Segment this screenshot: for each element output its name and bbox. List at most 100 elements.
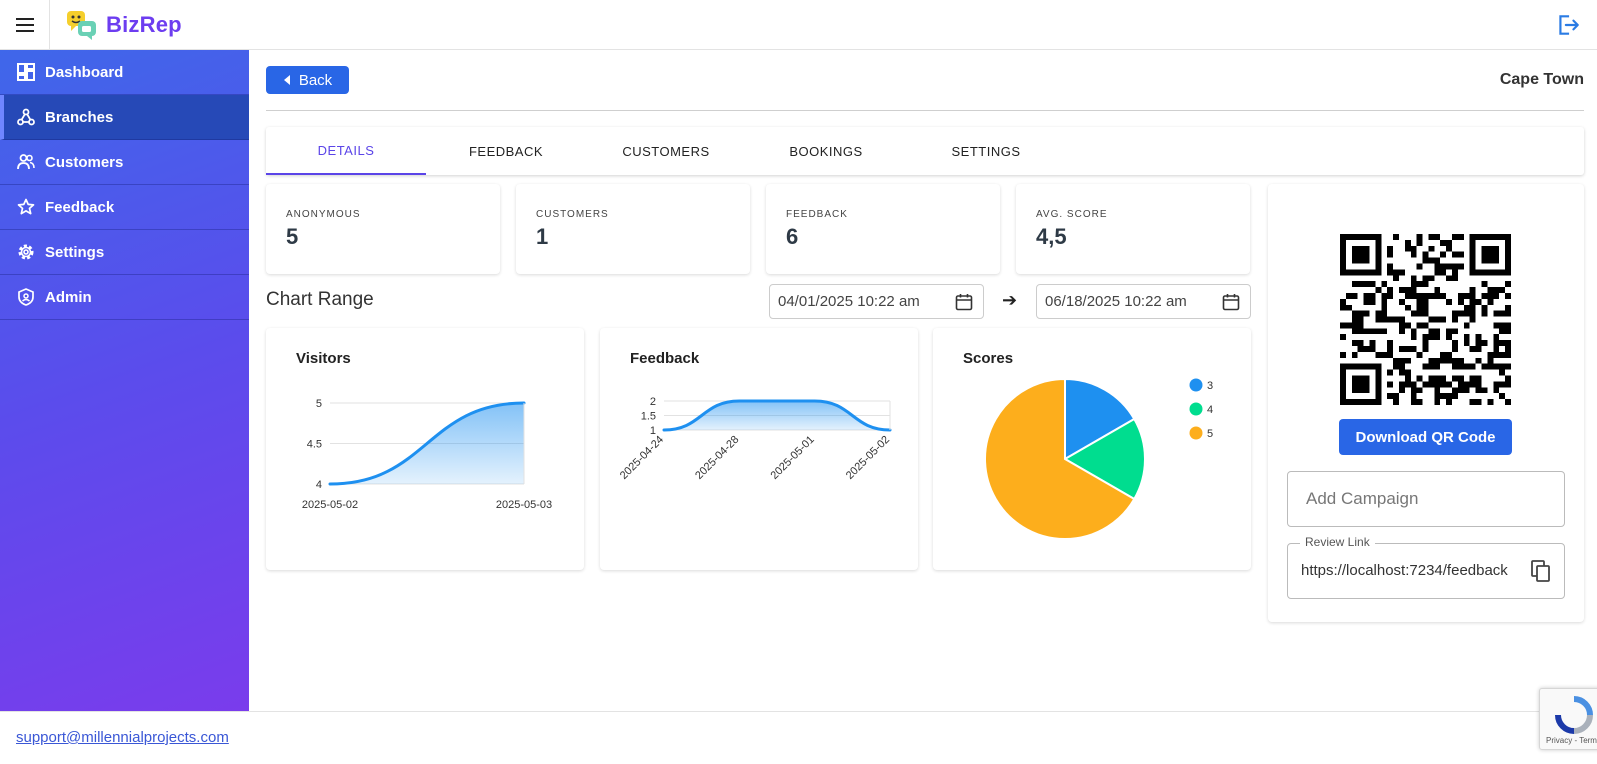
sidebar-item-label: Branches (45, 108, 114, 126)
recaptcha-icon (1555, 696, 1593, 734)
calendar-icon[interactable] (1222, 293, 1240, 311)
pie-slice (1063, 417, 1146, 501)
stat-card-anonymous: ANONYMOUS 5 (266, 184, 500, 274)
recaptcha-badge[interactable]: Privacy - Terms (1539, 688, 1597, 750)
stat-value: 4,5 (1036, 224, 1067, 249)
sidebar-item-dashboard[interactable]: Dashboard (0, 50, 249, 95)
legend-label: 3 (1207, 380, 1213, 392)
support-email-link[interactable]: support@millennialprojects.com (16, 729, 229, 746)
series-line (662, 399, 892, 432)
download-qr-button[interactable]: Download QR Code (1339, 419, 1512, 455)
chart-range-title: Chart Range (266, 289, 374, 310)
legend-label: 4 (1207, 404, 1213, 416)
stat-label: FEEDBACK (786, 209, 848, 220)
date-to-value: 06/18/2025 10:22 am (1045, 293, 1187, 310)
pie-slice (1064, 377, 1136, 461)
legend-label: 5 (1207, 428, 1213, 440)
x-tick-label: 2025-05-02 (302, 499, 358, 511)
chart-title: Scores (963, 350, 1014, 367)
legend-swatch (1189, 378, 1203, 392)
sidebar-item-feedback[interactable]: Feedback (0, 185, 249, 230)
tab-feedback[interactable]: FEEDBACK (468, 143, 544, 159)
y-tick-label: 4.5 (307, 439, 322, 451)
sidebar-item-admin[interactable]: Admin (0, 275, 249, 320)
x-tick-label: 2025-05-02 (844, 434, 892, 482)
customers-icon (17, 154, 35, 170)
footer: support@millennialprojects.com (0, 711, 1597, 764)
visitors-chart: 4 4.5 5 2025-05-02 2025-05-03 (302, 398, 552, 511)
caret-left-icon (283, 75, 290, 85)
date-to-input[interactable]: 06/18/2025 10:22 am (1036, 284, 1251, 319)
area-fill (664, 401, 890, 430)
sidebar-item-branches[interactable]: Branches (0, 95, 249, 140)
scores-chart: 3 4 5 (984, 377, 1213, 540)
date-from-input[interactable]: 04/01/2025 10:22 am (769, 284, 984, 319)
stat-value: 5 (286, 224, 299, 249)
app-logo[interactable]: BizRep (66, 8, 182, 42)
tab-bookings[interactable]: BOOKINGS (789, 143, 863, 159)
tab-customers[interactable]: CUSTOMERS (622, 143, 710, 159)
copy-icon[interactable] (1530, 559, 1552, 583)
branch-title: Cape Town (1499, 71, 1584, 88)
recaptcha-text: Privacy - Terms (1546, 736, 1597, 745)
stat-label: AVG. SCORE (1036, 209, 1108, 220)
back-button[interactable]: Back (266, 66, 349, 94)
divider (266, 110, 1584, 111)
sidebar-item-label: Dashboard (45, 63, 124, 81)
stat-card-avg-score: AVG. SCORE 4,5 (1016, 184, 1250, 274)
sidebar: Dashboard Branches Customers Feedback (0, 50, 249, 711)
chart-title: Visitors (296, 350, 351, 367)
stat-label: ANONYMOUS (286, 209, 361, 220)
scores-chart-card: Scores 3 4 5 (933, 328, 1251, 570)
add-campaign-input[interactable] (1287, 471, 1565, 527)
star-icon (17, 198, 35, 215)
visitors-chart-card: Visitors 4 4.5 5 2025-05-02 2025-05-03 (266, 328, 584, 570)
y-tick-label: 1 (650, 425, 656, 437)
calendar-icon[interactable] (955, 293, 973, 311)
y-tick-label: 4 (316, 479, 322, 491)
sidebar-item-label: Feedback (45, 198, 115, 216)
x-tick-label: 2025-05-01 (769, 434, 817, 482)
review-link-field[interactable]: Review Link https://localhost:7234/feedb… (1287, 535, 1565, 599)
tab-bar: DETAILS FEEDBACK CUSTOMERS BOOKINGS SETT… (266, 127, 1584, 175)
top-bar: BizRep (0, 0, 1597, 50)
sidebar-item-settings[interactable]: Settings (0, 230, 249, 275)
hamburger-icon (15, 18, 34, 32)
qr-panel: Download QR Code Review Link https://loc… (1268, 184, 1584, 622)
sidebar-item-label: Customers (45, 153, 124, 171)
dashboard-icon (17, 63, 35, 81)
logout-icon[interactable] (1555, 12, 1581, 38)
shield-icon (18, 288, 34, 306)
sidebar-item-customers[interactable]: Customers (0, 140, 249, 185)
legend-swatch (1189, 426, 1203, 440)
x-tick-label: 2025-04-24 (618, 434, 666, 482)
stat-value: 1 (536, 224, 549, 249)
logo-icon (67, 11, 96, 40)
tab-details[interactable]: DETAILS (266, 127, 426, 175)
stat-label: CUSTOMERS (536, 209, 609, 220)
sidebar-item-label: Admin (45, 288, 92, 306)
branches-icon (17, 108, 35, 126)
menu-toggle-button[interactable] (0, 0, 50, 50)
arrow-right-icon: ➔ (1002, 290, 1018, 310)
sidebar-item-label: Settings (45, 243, 105, 261)
date-from-value: 04/01/2025 10:22 am (778, 293, 920, 310)
back-button-label: Back (298, 71, 333, 89)
gear-icon (18, 244, 34, 260)
stat-card-customers: CUSTOMERS 1 (516, 184, 750, 274)
review-link-label: Review Link (1300, 535, 1375, 549)
y-tick-label: 2 (650, 396, 656, 408)
chart-title: Feedback (630, 350, 700, 367)
tab-settings[interactable]: SETTINGS (951, 143, 1021, 159)
stat-value: 6 (786, 224, 799, 249)
review-link-value[interactable]: https://localhost:7234/feedback (1301, 562, 1508, 579)
stat-card-feedback: FEEDBACK 6 (766, 184, 1000, 274)
series-line (328, 401, 526, 486)
feedback-chart-card: Feedback 1 1.5 2 2025-04-24 2025-04-28 2025-0… (600, 328, 918, 570)
y-tick-label: 5 (316, 398, 322, 410)
qr-code (1340, 234, 1511, 405)
x-tick-label: 2025-05-03 (496, 499, 552, 511)
feedback-chart: 1 1.5 2 2025-04-24 2025-04-28 2025-05-01 2025-… (618, 396, 892, 482)
app-name: BizRep (106, 12, 182, 37)
x-tick-label: 2025-04-28 (693, 434, 741, 482)
